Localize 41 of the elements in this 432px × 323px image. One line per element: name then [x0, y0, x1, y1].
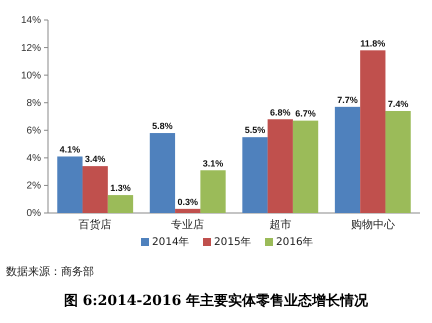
x-tick-label: 百货店 [78, 218, 112, 232]
data-label: 5.5% [244, 125, 266, 136]
bar [82, 166, 108, 213]
bar [268, 119, 293, 213]
y-tick-label: 6% [26, 125, 42, 136]
data-label: 3.4% [84, 154, 106, 164]
bar [242, 137, 268, 213]
bar [334, 106, 360, 213]
source-note: 数据来源：商务部 [6, 265, 94, 278]
y-tick-label: 8% [26, 98, 42, 109]
bar [175, 208, 200, 213]
data-label: 6.7% [295, 108, 316, 119]
data-label: 4.1% [60, 144, 80, 154]
y-tick-label: 10% [20, 70, 42, 82]
data-label: 3.1% [202, 158, 224, 168]
bar [150, 133, 176, 213]
bar [57, 156, 83, 213]
data-label: 7.4% [388, 98, 408, 109]
data-label: 0.3% [177, 196, 198, 207]
bar [200, 170, 226, 213]
data-label: 7.7% [337, 94, 358, 105]
x-tick-label: 超市 [269, 218, 292, 232]
legend-label: 2016年 [276, 236, 314, 248]
bar [360, 50, 386, 213]
data-label: 6.8% [270, 107, 291, 118]
y-tick-label: 4% [26, 153, 42, 164]
text: 图 6:2014-2016 年主要实体零售业态增长情况 [64, 292, 370, 309]
data-label: 11.8% [360, 38, 386, 48]
legend-label: 2014年 [152, 236, 190, 248]
y-tick-label: 12% [20, 42, 42, 54]
x-tick-label: 购物中心 [350, 218, 395, 232]
y-tick-label: 2% [26, 180, 42, 192]
x-tick-label: 专业店 [171, 218, 204, 232]
data-label: 5.8% [152, 121, 173, 132]
bar [108, 195, 134, 213]
bar [292, 120, 318, 213]
y-tick-label: 0% [26, 208, 42, 220]
data-label: 1.3% [110, 183, 131, 194]
y-tick-label: 14% [20, 15, 42, 26]
legend-label: 2015年 [214, 236, 252, 248]
bar [385, 110, 411, 213]
